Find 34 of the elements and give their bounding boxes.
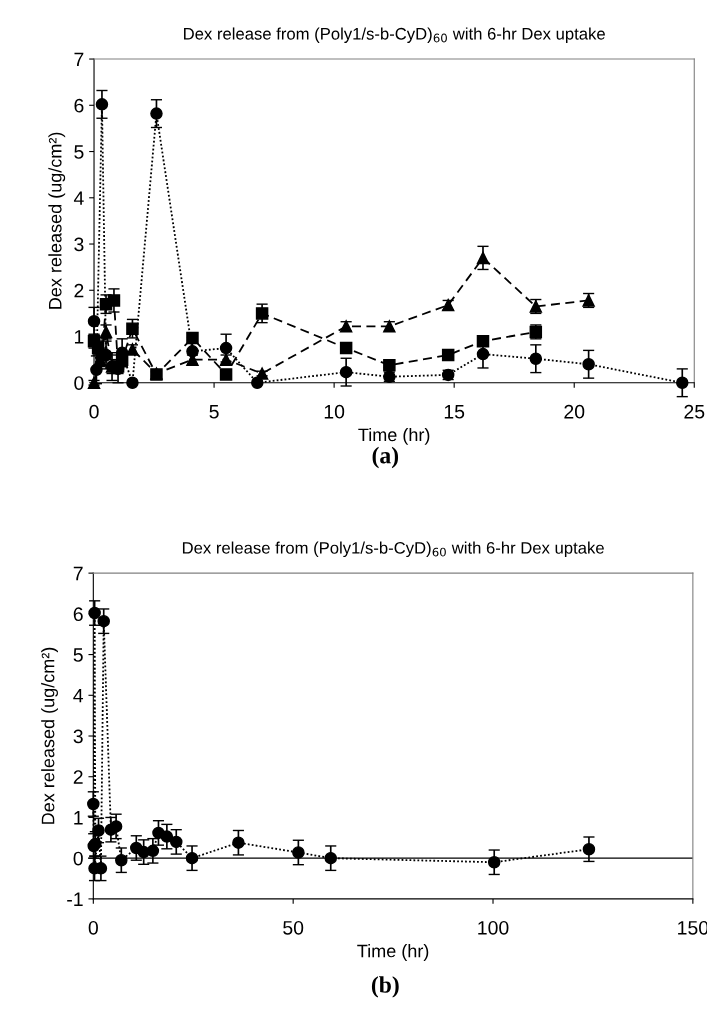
y-tick-label: 7 <box>74 52 84 67</box>
y-tick-label: 4 <box>73 191 84 205</box>
y-tick-label: -1 <box>67 892 83 906</box>
y-axis-title: Dex released (ug/cm²) <box>48 132 66 309</box>
x-tick-label: 10 <box>324 404 345 419</box>
y-tick-label: 6 <box>73 607 83 622</box>
x-tick-label: 0 <box>89 404 99 419</box>
text: (a) <box>372 446 399 469</box>
y-tick-label: 7 <box>73 566 83 581</box>
chart-title: Dex release from (Poly1/s-b-CyD)$_{60}$ with 6-hr Dex uptake <box>184 27 605 43</box>
y-tick-label: 1 <box>74 811 83 825</box>
y-tick-label: 2 <box>73 770 83 784</box>
x-tick-label: 50 <box>283 920 304 935</box>
text: (b) <box>371 976 399 998</box>
x-tick-label: 15 <box>444 405 465 419</box>
x-axis-title: Time (hr) <box>357 944 429 961</box>
y-tick-label: 3 <box>73 729 83 744</box>
x-tick-label: 25 <box>684 404 705 419</box>
y-tick-label: 1 <box>74 330 84 344</box>
y-tick-label: 6 <box>74 98 84 113</box>
x-tick-label: 5 <box>209 405 219 419</box>
x-tick-label: 100 <box>478 920 509 935</box>
y-tick-label: 4 <box>73 688 84 703</box>
x-tick-label: 20 <box>564 404 585 419</box>
x-tick-label: 0 <box>88 920 98 935</box>
y-tick-label: 3 <box>74 237 84 252</box>
chart-title: Dex release from (Poly1/s-b-CyD)$_{60}$ with 6-hr Dex uptake <box>182 541 604 558</box>
y-tick-label: 0 <box>74 376 84 390</box>
y-tick-label: 5 <box>73 648 83 662</box>
y-tick-label: 2 <box>74 283 84 298</box>
y-axis-title: Dex released (ug/cm²) <box>41 647 58 824</box>
y-tick-label: 0 <box>73 851 83 866</box>
y-tick-label: 5 <box>74 145 84 159</box>
x-axis-title: Time (hr) <box>358 427 430 445</box>
